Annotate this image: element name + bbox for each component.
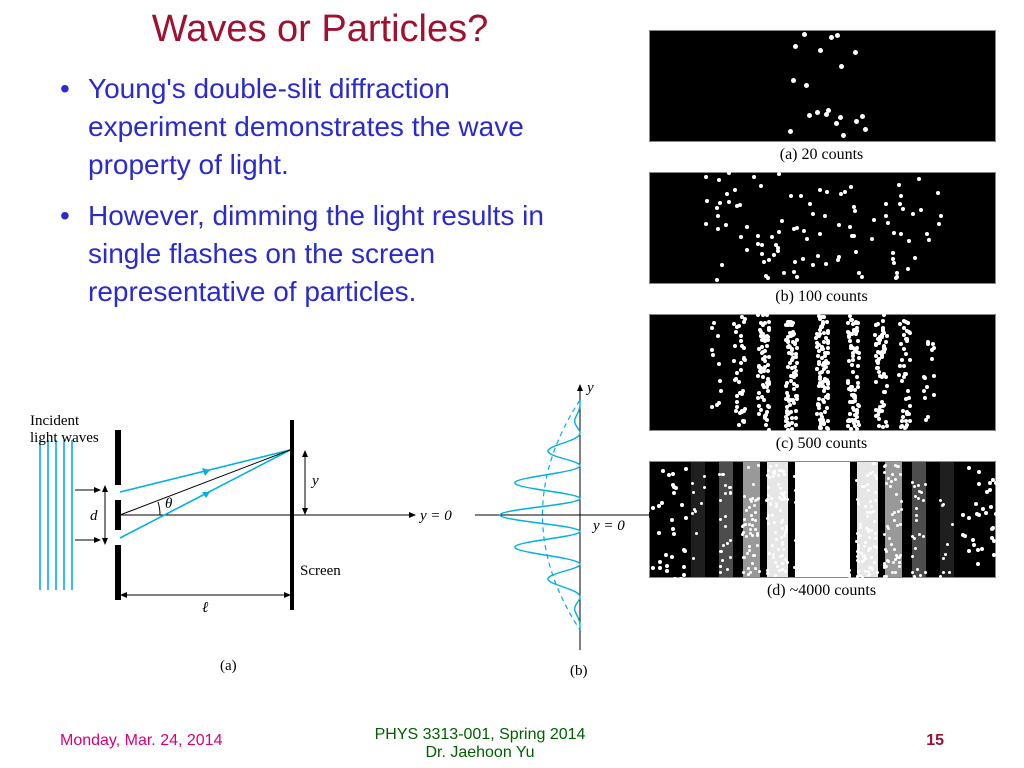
incident-label2: light waves bbox=[30, 430, 99, 446]
bullet-item: Young's double-slit diffraction experime… bbox=[60, 70, 560, 183]
slide-title: Waves or Particles? bbox=[0, 8, 640, 51]
theta-label: θ bbox=[165, 496, 173, 512]
panel-caption: (a) 20 counts bbox=[649, 146, 994, 164]
footer-course: PHYS 3313-001, Spring 2014Dr. Jaehoon Yu bbox=[350, 726, 610, 762]
panel-caption: (b) 100 counts bbox=[649, 288, 994, 306]
footer-page: 15 bbox=[926, 732, 944, 750]
count-panel-0 bbox=[649, 30, 996, 142]
l-label: ℓ bbox=[202, 600, 208, 616]
panel-caption: (d) ~4000 counts bbox=[649, 582, 994, 600]
bullet-item: However, dimming the light results in si… bbox=[60, 197, 560, 310]
count-panel-2 bbox=[649, 314, 996, 431]
panel-caption: (c) 500 counts bbox=[649, 435, 994, 453]
footer-date: Monday, Mar. 24, 2014 bbox=[60, 732, 222, 750]
incident-label: Incident bbox=[30, 413, 80, 429]
count-panels: (a) 20 counts (b) 100 counts (c) 500 count… bbox=[649, 30, 994, 608]
y0-label-a: y = 0 bbox=[418, 508, 452, 524]
d-label: d bbox=[90, 508, 98, 524]
sub-a: (a) bbox=[220, 658, 237, 674]
y-axis-label: y bbox=[585, 380, 594, 396]
count-panel-3 bbox=[649, 461, 996, 578]
bullet-list: Young's double-slit diffraction experime… bbox=[60, 70, 560, 325]
sub-b: (b) bbox=[570, 663, 588, 679]
double-slit-diagram: Incident light waves d y = 0 Screen bbox=[20, 380, 660, 690]
y0-label-b: y = 0 bbox=[591, 518, 625, 534]
count-panel-1 bbox=[649, 172, 996, 284]
y-label: y bbox=[310, 473, 319, 489]
screen-label: Screen bbox=[300, 563, 341, 579]
